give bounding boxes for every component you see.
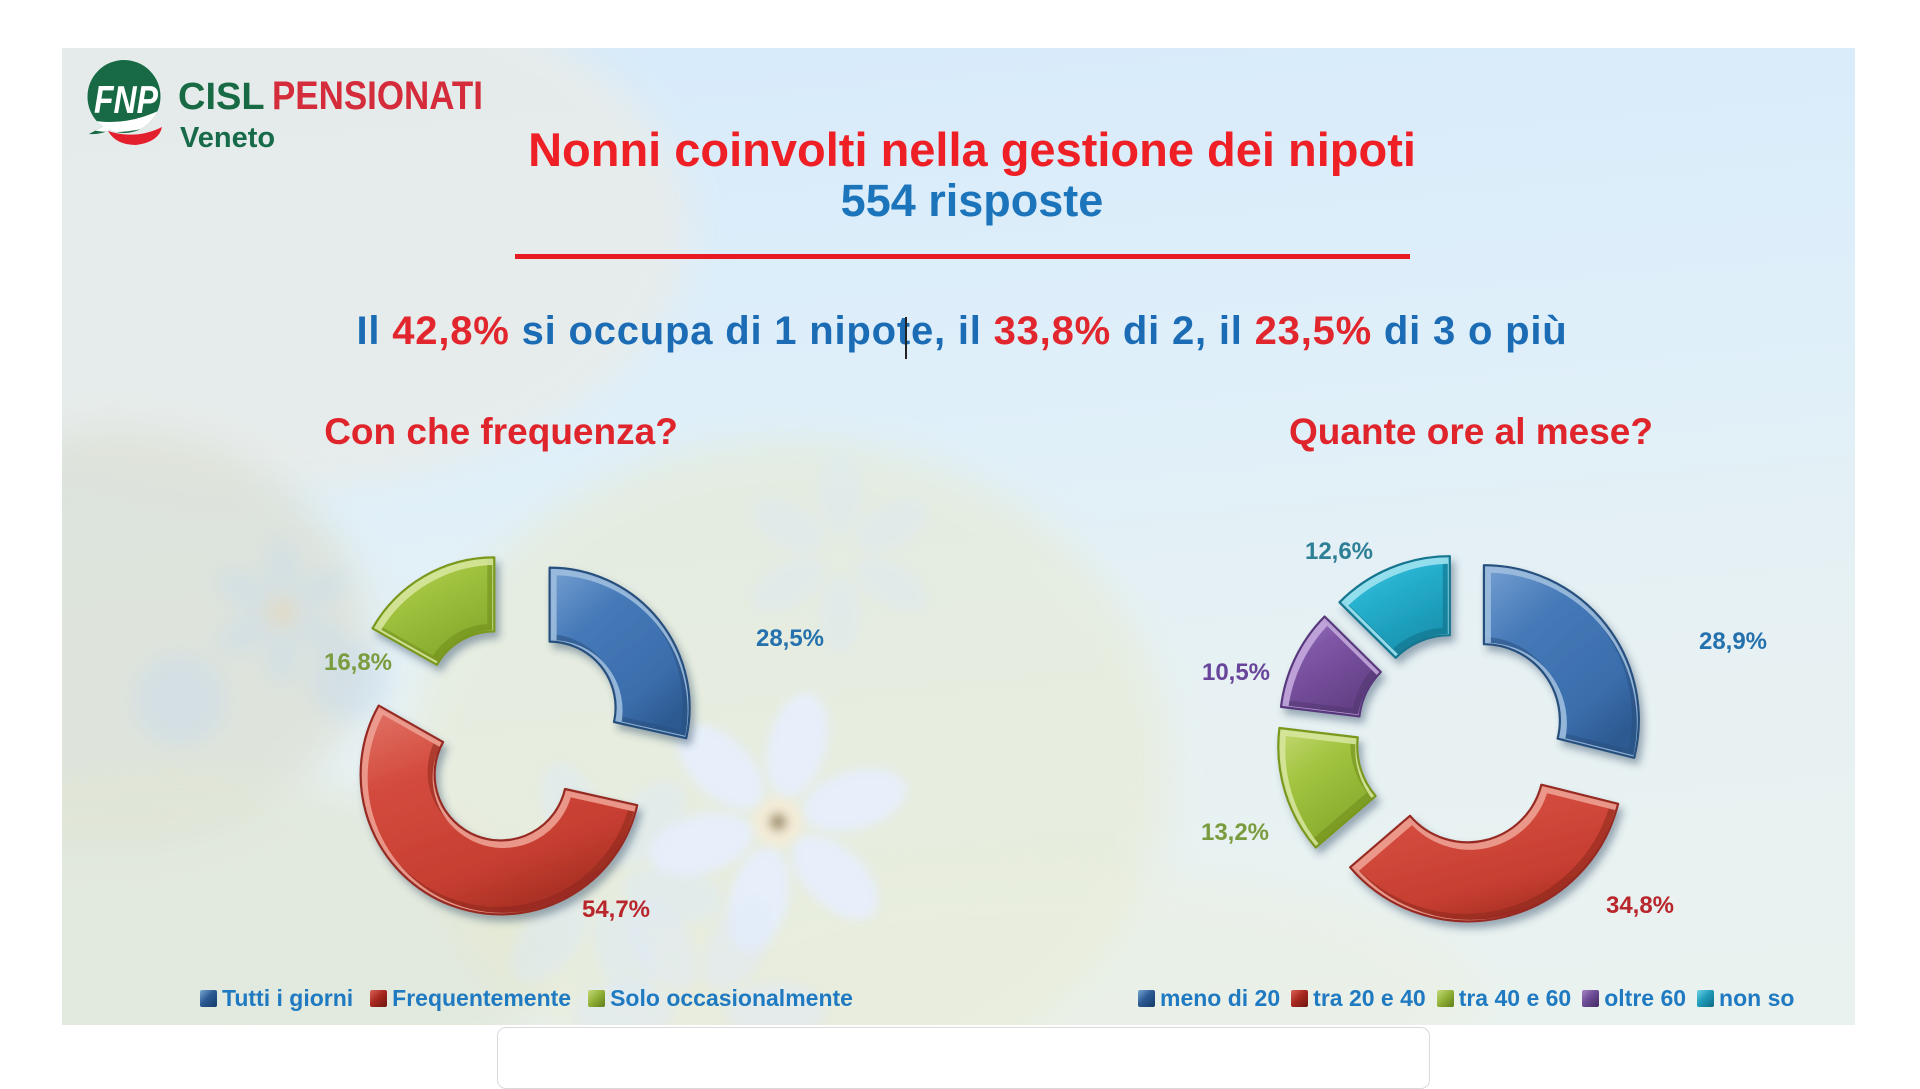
svg-text:CISL: CISL <box>178 76 265 118</box>
svg-text:FNP: FNP <box>94 79 159 122</box>
svg-text:PENSIONATI: PENSIONATI <box>272 74 483 118</box>
svg-text:Veneto: Veneto <box>180 122 275 154</box>
